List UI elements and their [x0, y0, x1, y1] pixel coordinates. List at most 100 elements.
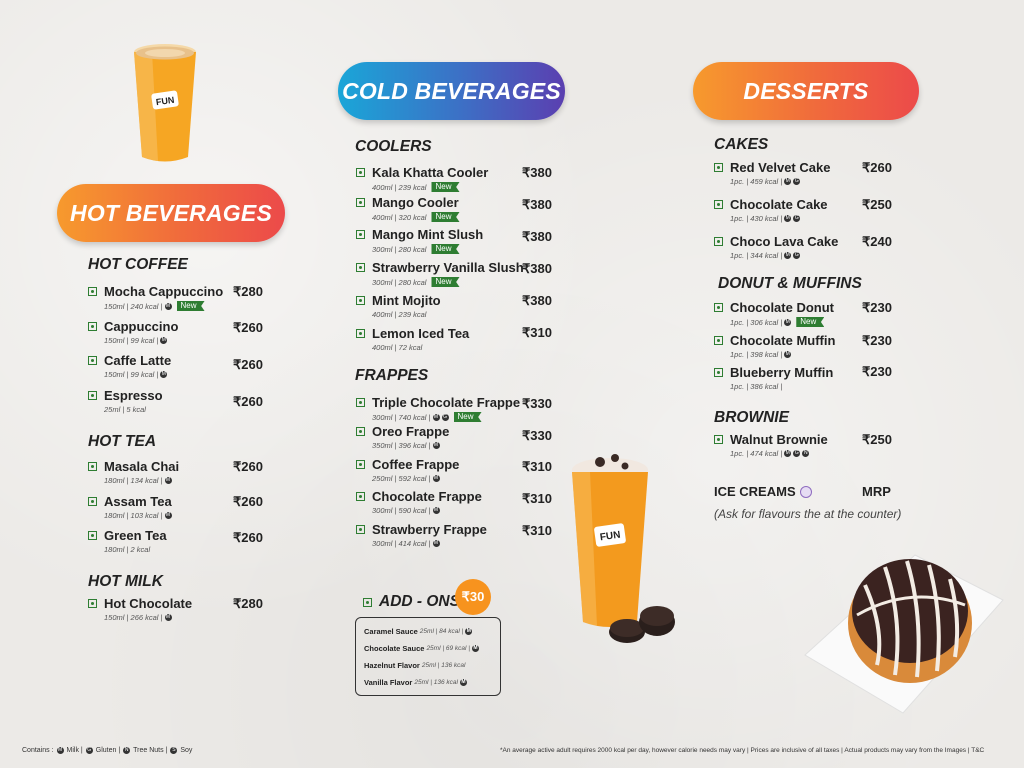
item-price: ₹240: [862, 234, 892, 249]
milk-icon: M: [784, 215, 792, 222]
menu-item: Cappuccino 150ml | 99 kcal | M: [88, 319, 178, 345]
menu-item: Mango Cooler 400ml | 320 kcal New: [356, 195, 460, 222]
milk-icon: M: [784, 450, 792, 457]
addons-price-badge: ₹30: [455, 579, 491, 615]
gluten-icon: G: [793, 252, 801, 259]
item-price: ₹330: [522, 428, 552, 443]
veg-icon: [88, 531, 97, 540]
veg-icon: [356, 263, 365, 272]
hot-cup-image: FUN: [130, 42, 200, 172]
milk-icon: M: [784, 318, 792, 326]
frappes-title: FRAPPES: [355, 367, 429, 384]
veg-icon: [714, 200, 723, 209]
veg-icon: [88, 391, 97, 400]
hot-milk-title: HOT MILK: [88, 573, 163, 590]
milk-icon: M: [432, 507, 440, 514]
tree-nuts-icon: N: [123, 747, 131, 754]
cold-beverages-header: COLD BEVERAGES: [338, 62, 565, 120]
veg-icon: [356, 168, 365, 177]
item-price: ₹310: [522, 325, 552, 340]
addon-item: Vanilla Flavor 25ml | 136 kcal M: [364, 678, 467, 687]
menu-item: Strawberry Vanilla Slush 300ml | 280 kca…: [356, 260, 524, 287]
desserts-header: DESSERTS: [693, 62, 919, 120]
menu-item: Walnut Brownie 1pc. | 474 kcal | M G N: [714, 432, 828, 458]
milk-icon: M: [56, 747, 64, 754]
item-price: ₹380: [522, 293, 552, 308]
item-price: ₹310: [522, 459, 552, 474]
veg-icon: [88, 497, 97, 506]
milk-icon: M: [471, 645, 479, 652]
hot-beverages-header: HOT BEVERAGES: [57, 184, 285, 242]
new-badge: New: [453, 412, 482, 422]
veg-icon: [356, 230, 365, 239]
item-price: ₹330: [522, 396, 552, 411]
item-price: ₹260: [233, 459, 263, 474]
veg-icon: [88, 287, 97, 296]
addons-title: ADD - ONS: [363, 593, 460, 611]
veg-icon: [714, 163, 723, 172]
ice-creams-label: ICE CREAMS: [714, 484, 812, 499]
item-price: ₹380: [522, 229, 552, 244]
menu-item: Green Tea 180ml | 2 kcal: [88, 528, 167, 554]
milk-icon: M: [432, 475, 440, 482]
veg-icon: [356, 427, 365, 436]
hot-coffee-title: HOT COFFEE: [88, 256, 188, 273]
milk-icon: M: [784, 178, 792, 185]
tree-nuts-icon: N: [802, 450, 810, 457]
item-price: ₹260: [233, 530, 263, 545]
menu-item: Choco Lava Cake 1pc. | 344 kcal | M G: [714, 234, 838, 260]
brownie-title: BROWNIE: [714, 409, 789, 426]
svg-text:FUN: FUN: [155, 95, 175, 107]
donut-image: [795, 545, 1007, 720]
menu-item: Kala Khatta Cooler 400ml | 239 kcal New: [356, 165, 488, 192]
gluten-icon: G: [85, 747, 93, 754]
menu-item: Blueberry Muffin 1pc. | 386 kcal |: [714, 365, 833, 391]
coolers-title: COOLERS: [355, 138, 432, 155]
milk-icon: M: [160, 337, 168, 344]
item-price: ₹310: [522, 523, 552, 538]
cakes-title: CAKES: [714, 136, 769, 153]
item-price: ₹260: [233, 320, 263, 335]
milk-icon: M: [432, 540, 440, 547]
menu-item: Oreo Frappe 350ml | 396 kcal | M: [356, 424, 449, 450]
soy-icon: S: [170, 747, 178, 754]
addon-item: Chocolate Sauce 25ml | 69 kcal | M: [364, 644, 479, 653]
veg-icon: [88, 356, 97, 365]
menu-item: Mocha Cappuccino 150ml | 240 kcal | M New: [88, 284, 223, 311]
item-price: ₹260: [862, 160, 892, 175]
new-badge: New: [796, 317, 825, 327]
menu-item: Chocolate Frappe 300ml | 590 kcal | M: [356, 489, 482, 515]
frappe-cup-image: FUN: [565, 450, 685, 660]
veg-icon: [714, 303, 723, 312]
milk-icon: M: [432, 413, 440, 421]
veg-icon: [356, 460, 365, 469]
item-price: ₹260: [233, 394, 263, 409]
item-price: ₹310: [522, 491, 552, 506]
veg-icon: [356, 296, 365, 305]
menu-item: Chocolate Donut 1pc. | 306 kcal | M New: [714, 300, 834, 327]
menu-item: Assam Tea 180ml | 103 kcal | M: [88, 494, 172, 520]
addons-box: Caramel Sauce 25ml | 84 kcal | M Chocolate…: [355, 617, 501, 696]
milk-icon: M: [784, 351, 792, 358]
menu-item: Masala Chai 180ml | 134 kcal | M: [88, 459, 179, 485]
menu-item: Lemon Iced Tea 400ml | 72 kcal: [356, 326, 469, 352]
item-price: ₹280: [233, 284, 263, 299]
milk-icon: M: [784, 252, 792, 259]
veg-icon: [356, 492, 365, 501]
item-price: ₹250: [862, 432, 892, 447]
gluten-icon: G: [793, 450, 801, 457]
disclaimer: *An average active adult requires 2000 k…: [500, 747, 985, 754]
item-price: ₹260: [233, 494, 263, 509]
donut-muffins-title: DONUT & MUFFINS: [718, 275, 862, 292]
gluten-icon: G: [441, 413, 449, 421]
milk-icon: M: [164, 302, 172, 310]
milk-icon: M: [164, 477, 172, 484]
veg-icon: [356, 198, 365, 207]
veg-icon: [714, 237, 723, 246]
veg-icon: [356, 329, 365, 338]
item-price: ₹230: [862, 364, 892, 379]
veg-icon: [356, 525, 365, 534]
new-badge: New: [431, 277, 460, 287]
new-badge: New: [431, 244, 460, 254]
ice-cream-note: (Ask for flavours the at the counter): [714, 507, 902, 521]
